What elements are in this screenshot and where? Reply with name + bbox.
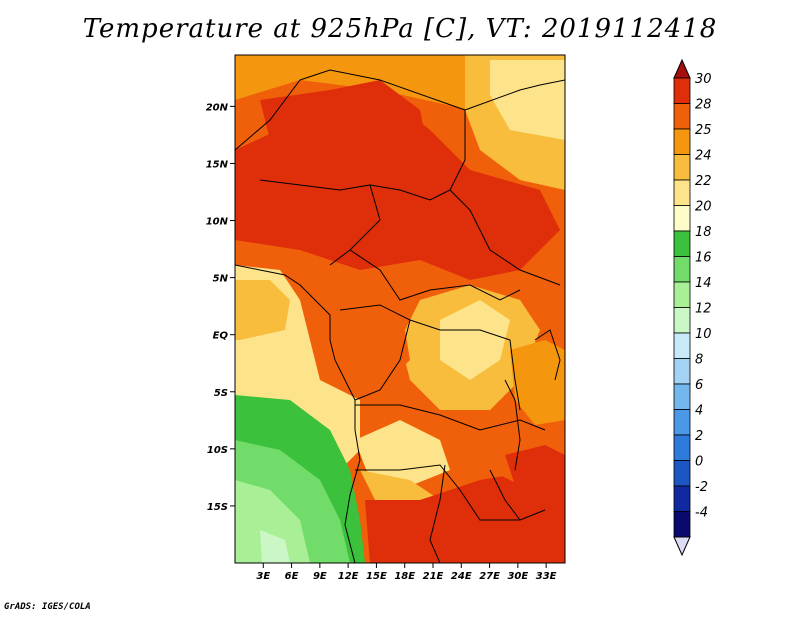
lat-tick-label: 15N: [206, 159, 229, 170]
colorbar-top-arrow: [673, 58, 691, 79]
colorbar-swatch: [673, 103, 691, 130]
colorbar-swatch: [673, 434, 691, 461]
colorbar-label: 0: [695, 455, 703, 470]
colorbar-swatch: [673, 332, 691, 359]
lat-tick-label: 5N: [213, 274, 229, 285]
lon-tick-label: 15E: [366, 571, 387, 582]
colorbar-swatch: [673, 460, 691, 487]
colorbar-label: 6: [695, 378, 703, 393]
lon-tick-label: 9E: [313, 571, 327, 582]
colorbar-label: 2: [695, 429, 703, 444]
lon-tick-label: 6E: [285, 571, 299, 582]
colorbar-label: 16: [695, 251, 712, 266]
colorbar-label: 30: [695, 72, 712, 87]
colorbar-label: 28: [695, 98, 712, 113]
map-title: Temperature at 925hPa [C], VT: 201911241…: [82, 14, 718, 44]
colorbar-swatch: [673, 256, 691, 283]
colorbar-label: 18: [695, 225, 712, 240]
colorbar-bottom-arrow: [673, 536, 691, 557]
lat-tick-label: 20N: [206, 102, 229, 113]
colorbar-swatch: [673, 383, 691, 410]
country-borders: [235, 69, 565, 563]
colorbar-swatch: [673, 230, 691, 257]
colorbar-label: 12: [695, 302, 712, 317]
colorbar-label: 24: [695, 149, 712, 164]
lon-tick-label: 3E: [256, 571, 270, 582]
lon-tick-label: 33E: [536, 571, 557, 582]
lon-tick-label: 21E: [423, 571, 444, 582]
lon-tick-label: 24E: [451, 571, 472, 582]
longitude-axis: 3E 6E 9E 12E 15E 18E 21E 24E 27E 30E 33E: [256, 563, 557, 582]
lon-tick-label: 30E: [507, 571, 528, 582]
colorbar-label: 22: [695, 174, 712, 189]
colorbar-swatch: [673, 205, 691, 232]
colorbar-swatch: [673, 511, 691, 538]
lat-tick-label: 5S: [214, 388, 228, 399]
colorbar-swatch: [673, 179, 691, 206]
lat-tick-label: EQ: [213, 331, 229, 342]
colorbar-label: 14: [695, 276, 712, 291]
colorbar-label: 8: [695, 353, 703, 368]
colorbar-swatch: [673, 358, 691, 385]
lat-tick-label: 10N: [206, 217, 229, 228]
colorbar-swatch: [673, 307, 691, 334]
temperature-field: [235, 55, 565, 563]
lat-tick-label: 15S: [207, 502, 228, 513]
colorbar-swatch: [673, 281, 691, 308]
map-frame: [234, 54, 566, 564]
lon-tick-label: 27E: [479, 571, 500, 582]
lon-tick-label: 18E: [394, 571, 415, 582]
latitude-axis: 20N 15N 10N 5N EQ 5S 10S 15S: [206, 102, 235, 513]
colorbar-label: 10: [695, 327, 712, 342]
colorbar-label: 4: [695, 404, 703, 419]
colorbar-swatch: [673, 409, 691, 436]
colorbar-swatch: [673, 128, 691, 155]
colorbar-label: -2: [695, 480, 708, 495]
colorbar-label: 20: [695, 200, 712, 215]
colorbar-swatch: [673, 77, 691, 104]
colorbar-swatch: [673, 485, 691, 512]
credit-text: GrADS: IGES/COLA: [4, 602, 91, 612]
lat-tick-label: 10S: [207, 445, 228, 456]
colorbar-label: 25: [695, 123, 712, 138]
colorbar-swatch: [673, 154, 691, 181]
lon-tick-label: 12E: [338, 571, 359, 582]
colorbar-label: -4: [695, 506, 708, 521]
